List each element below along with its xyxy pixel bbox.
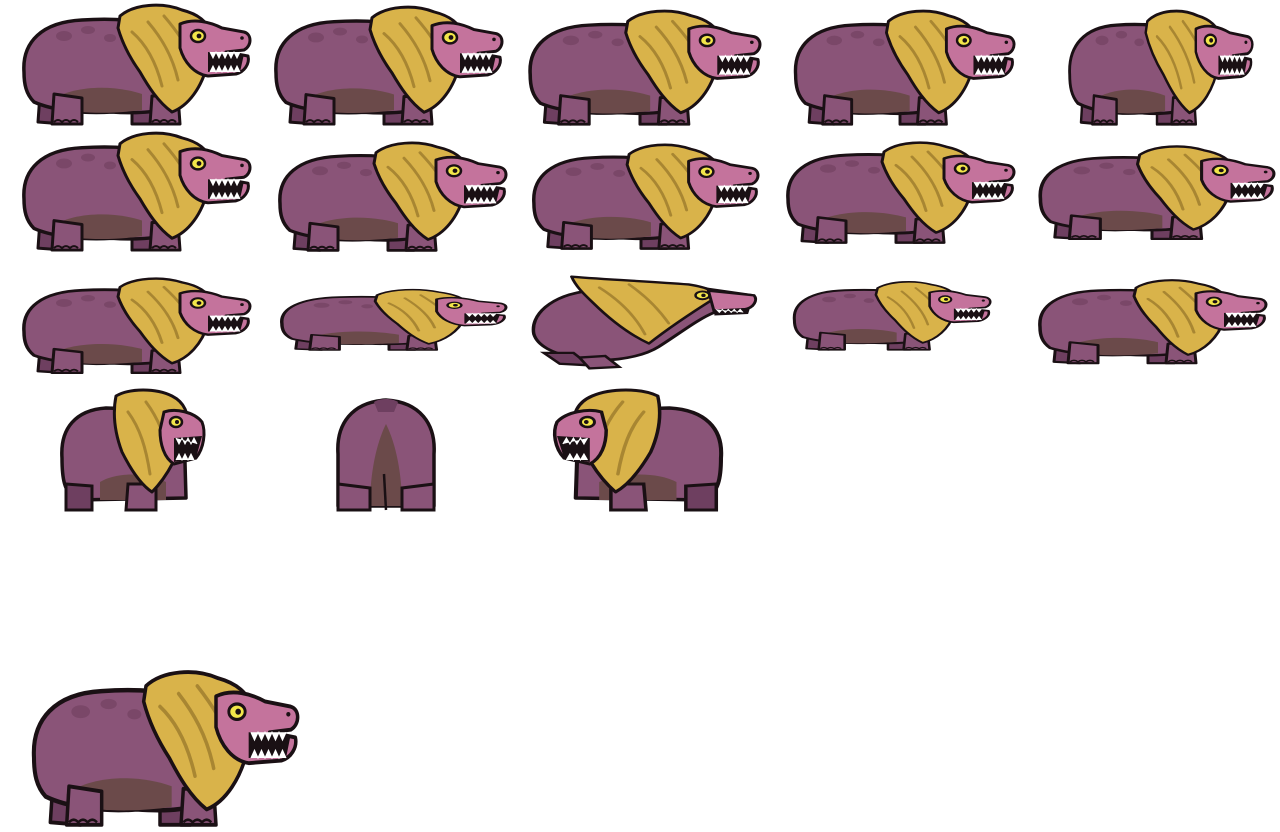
creature-side-sprite (532, 143, 760, 251)
creature-front-sprite (60, 388, 206, 512)
sprite-frame-side-crouch (12, 276, 252, 376)
sprite-frame-side-idle (784, 8, 1016, 128)
sprite-frame-side-low (784, 280, 992, 352)
creature-side-sprite (1038, 278, 1268, 365)
sprite-frame-side-walk (268, 140, 508, 254)
sprite-frame-portrait (20, 668, 300, 830)
creature-side-sprite (528, 9, 762, 126)
sprite-frame-side-crouch (1028, 278, 1268, 366)
creature-side-sprite (786, 140, 1016, 245)
creature-side-sprite (22, 276, 252, 375)
sprite-frame-back (330, 394, 442, 512)
sprite-frame-side-lunge (520, 272, 758, 371)
sprite-frame-side-idle (12, 2, 252, 128)
creature-side-sprite (274, 5, 504, 126)
sprite-frame-three-quarter-right (56, 388, 208, 512)
sprite-frame-side-walk (776, 140, 1016, 246)
creature-side-sprite (1038, 144, 1276, 241)
creature-front-sprite (550, 388, 728, 512)
sprite-frame-side-idle (518, 8, 762, 128)
creature-side-sprite (1067, 9, 1255, 126)
sprite-frame-three-quarter-left (550, 388, 728, 512)
sprite-frame-side-walk (522, 142, 760, 252)
creature-side-sprite (793, 9, 1016, 126)
creature-side-sprite (22, 3, 252, 126)
sprite-frame-side-idle (264, 4, 504, 128)
creature-side-sprite (22, 131, 252, 252)
sprite-frame-side-low (270, 287, 508, 352)
creature-side-sprite (280, 287, 508, 352)
creature-lunge-sprite (531, 274, 758, 371)
creature-side-sprite (792, 280, 992, 352)
creature-portrait-sprite (20, 668, 300, 830)
sprite-frame-side-idle (1060, 8, 1255, 128)
sprite-frame-side-walk (12, 130, 252, 254)
creature-back-sprite (336, 397, 436, 512)
sprite-frame-side-walk (1028, 144, 1276, 242)
creature-side-sprite (278, 141, 508, 253)
